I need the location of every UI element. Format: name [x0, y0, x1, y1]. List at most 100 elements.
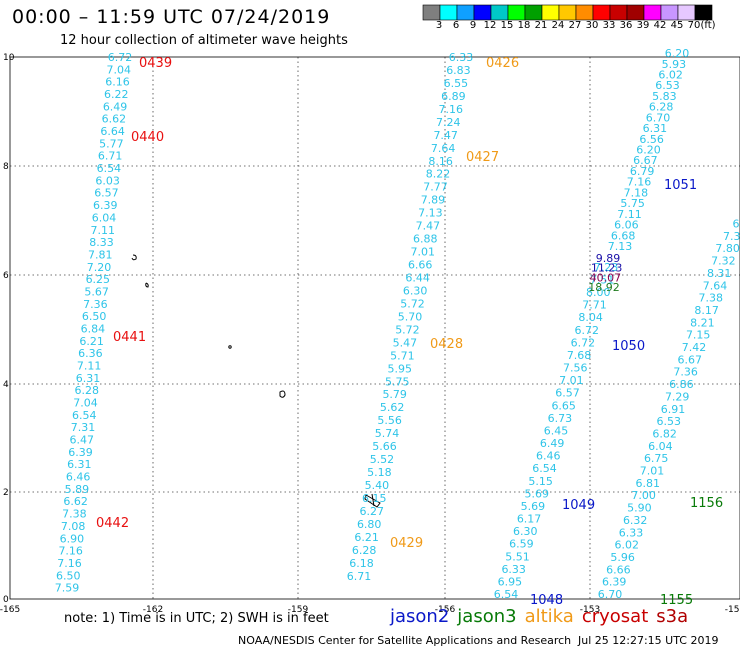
swh-value: 8.22 [426, 168, 451, 181]
x-tick-label: -162 [143, 605, 163, 615]
swh-value: 5.75 [620, 197, 645, 210]
color-scale-tick: 42 [653, 20, 667, 31]
swh-value: 6.39 [602, 576, 627, 589]
swh-value: 7.01 [411, 246, 436, 259]
swh-value: 6.66 [606, 563, 631, 576]
swh-value: 5.15 [528, 475, 553, 488]
swh-value: 5.89 [65, 483, 90, 496]
swh-value: 6.81 [636, 477, 661, 490]
swh-value: 7.38 [62, 508, 87, 521]
swh-value: 6.50 [82, 310, 107, 323]
swh-value: 8.21 [690, 316, 715, 329]
pass-time-label: 1049 [562, 498, 595, 513]
swh-value: 6.17 [517, 513, 542, 526]
swh-value: 6.70 [598, 588, 623, 601]
swh-value: 6.56 [639, 133, 664, 146]
x-tick-label: -159 [288, 605, 309, 615]
swh-value: 6.33 [619, 526, 644, 539]
swh-value: 5.56 [377, 414, 402, 427]
x-tick-label: -165 [0, 605, 20, 615]
swh-value: 7.16 [58, 545, 83, 558]
pass-time-label: 1155 [660, 593, 693, 608]
swh-value: 6.21 [79, 335, 104, 348]
swh-value: 6.49 [540, 437, 565, 450]
swh-value: 6.46 [66, 471, 91, 484]
color-scale-tick: 33 [602, 20, 616, 31]
swh-value: 6.39 [93, 199, 118, 212]
swh-value: 5.83 [652, 90, 677, 103]
swh-track: 6.727.046.166.226.496.626.645.776.716.54… [55, 51, 133, 595]
swh-value: 6.50 [56, 569, 81, 582]
swh-value: 6.70 [646, 111, 671, 124]
swh-value: 5.47 [393, 336, 418, 349]
swh-value: 5.70 [398, 310, 423, 323]
color-scale-tick: 24 [551, 20, 565, 31]
swh-value: 6.57 [555, 387, 580, 400]
swh-value: 6.33 [501, 563, 526, 576]
color-scale-tick: 70 [687, 20, 701, 31]
swh-value: 8.00 [586, 286, 611, 299]
swh-value: 6.28 [649, 101, 674, 114]
swh-value: 6.02 [615, 539, 640, 552]
color-scale-ticks: 3 6 9 12 15 18 21 24 27 30 33 36 39 42 45 70 (ft) [0, 20, 740, 34]
swh-value: 7.18 [624, 186, 649, 199]
swh-value: 6.44 [405, 271, 430, 284]
swh-value: 8.31 [707, 267, 732, 280]
swh-value: 6.73 [548, 412, 573, 425]
swh-value: 6.72 [571, 336, 596, 349]
swh-value: 6.71 [347, 570, 372, 583]
swh-value: 7.08 [61, 520, 86, 533]
swh-value: 5.51 [505, 550, 530, 563]
swh-value: 6.68 [611, 229, 636, 242]
swh-value: 11.23 [591, 262, 623, 275]
swh-value: 5.95 [388, 362, 413, 375]
swh-value: 7.32 [711, 255, 736, 268]
swh-value: 6.67 [633, 154, 658, 167]
satellite-legend: jason2 jason3 altika cryosat s3a [390, 606, 696, 627]
swh-value: 7.42 [682, 341, 707, 354]
swh-value: 6.45 [544, 424, 569, 437]
pass-time-label: 0426 [486, 56, 519, 71]
swh-value: 6.62 [63, 495, 88, 508]
swh-track: 6.546.956.335.516.596.306.175.695.695.15… [494, 261, 619, 601]
swh-value: 7.71 [582, 299, 607, 312]
swh-value: 5.52 [370, 453, 395, 466]
color-scale-bar [422, 4, 713, 21]
swh-value: 5.71 [390, 349, 415, 362]
swh-value: 7.24 [436, 116, 461, 129]
swh-value: 7.13 [608, 240, 633, 253]
legend-s3a: s3a [656, 606, 689, 627]
swh-value: 6.83 [446, 64, 471, 77]
swh-value: 6.66 [408, 259, 433, 272]
swh-value: 18.92 [588, 281, 620, 294]
swh-value: 7.36 [83, 298, 108, 311]
swh-value: 6.31 [76, 372, 101, 385]
swh-value: 6.36 [78, 347, 103, 360]
swh-value: 5.79 [382, 388, 407, 401]
swh-value: 6.75 [644, 452, 669, 465]
swh-value: 7.11 [90, 224, 115, 237]
swh-value: 6.62 [102, 113, 127, 126]
swh-value: 5.69 [525, 487, 550, 500]
swh-value: 7.64 [431, 142, 456, 155]
swh-track: 6.706.396.665.966.026.336.325.907.006.81… [598, 218, 740, 602]
swh-value: 6.20 [636, 144, 661, 157]
swh-value: 7.01 [640, 465, 665, 478]
swh-value: 5.93 [662, 58, 687, 71]
swh-value: 6.67 [678, 353, 703, 366]
swh-value: 6.30 [513, 525, 538, 538]
pass-time-label: 1051 [664, 178, 697, 193]
swh-value: 6.18 [349, 557, 374, 570]
swh-value: 6.04 [648, 440, 673, 453]
swh-value: 6.33 [449, 51, 474, 64]
swh-value: 5.90 [627, 502, 652, 515]
swh-value: 6.91 [661, 403, 686, 416]
swh-value: 6.25 [86, 273, 111, 286]
swh-value: 6 [733, 218, 740, 231]
swh-value: 7.3 [723, 230, 740, 243]
map-grid [10, 57, 740, 599]
swh-value: 6.55 [444, 77, 469, 90]
swh-value: 8.33 [89, 236, 114, 249]
swh-value: 7.89 [421, 194, 446, 207]
